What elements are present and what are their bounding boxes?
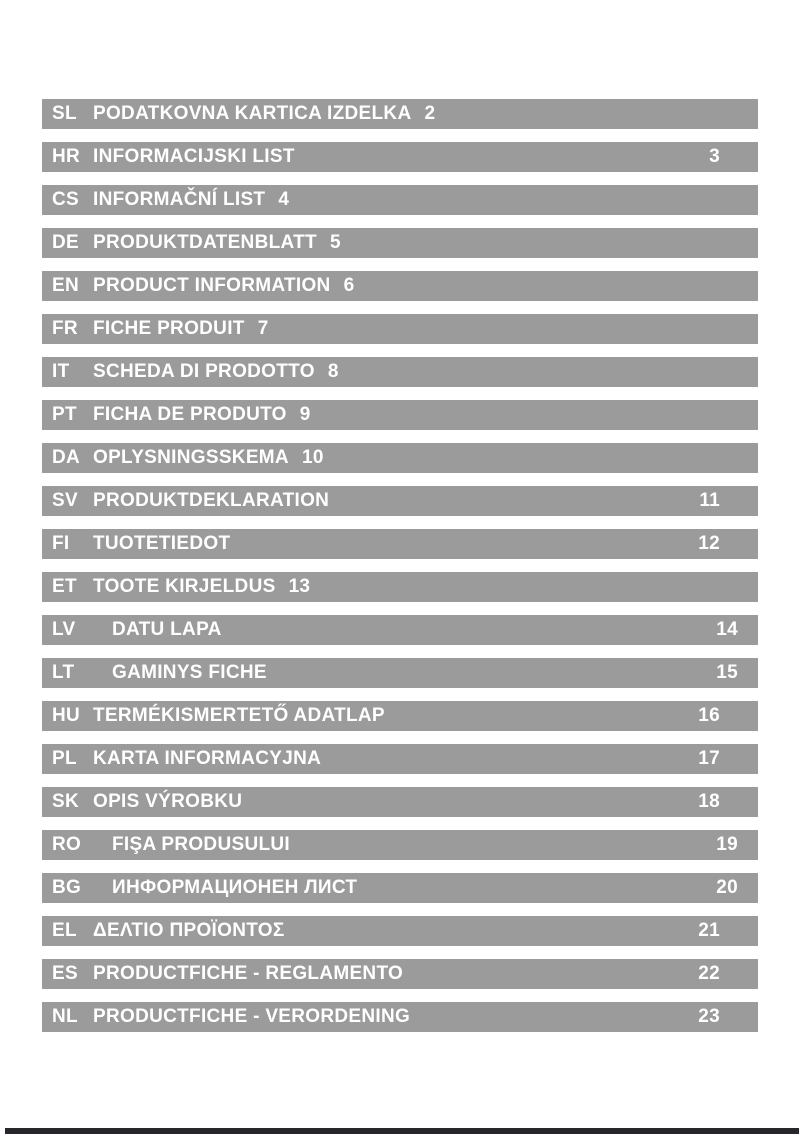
toc-entry: SV PRODUKTDEKLARATION 11 (42, 486, 758, 516)
toc-entry: SK OPIS VÝROBKU 18 (42, 787, 758, 817)
footer-rule (5, 1128, 799, 1134)
entry-title: PRODUCTFICHE - REGLAMENTO (93, 963, 404, 984)
toc-entry: NL PRODUCTFICHE - VERORDENING 23 (42, 1002, 758, 1032)
page-number: 23 (698, 1006, 720, 1027)
entry-title: ИНФОРМАЦИОНЕН ЛИСТ (112, 877, 358, 898)
entry-title: PRODUCT INFORMATION (93, 275, 331, 296)
page-number: 19 (716, 834, 738, 855)
toc-entry: EN PRODUCT INFORMATION 6 (42, 271, 758, 301)
language-code: FR (52, 318, 78, 339)
language-code: LT (52, 662, 75, 683)
toc-entry: EL ΔΕΛΤΙΟ ΠΡΟΪΟΝΤΟΣ 21 (42, 916, 758, 946)
page-number: 9 (299, 404, 311, 425)
entry-title: PRODUCTFICHE - VERORDENING (93, 1006, 411, 1027)
page-number: 22 (698, 963, 720, 984)
entry-title: FICHA DE PRODUTO (93, 404, 287, 425)
page-number: 13 (288, 576, 311, 597)
language-code: ET (52, 576, 77, 597)
language-code: HU (52, 705, 81, 726)
entry-title: GAMINYS FICHE (112, 662, 267, 683)
toc-entry: FR FICHE PRODUIT 7 (42, 314, 758, 344)
language-code: NL (52, 1006, 78, 1027)
page-number: 3 (709, 146, 720, 167)
language-code: SV (52, 490, 78, 511)
language-code: EL (52, 920, 77, 941)
entry-title: DATU LAPA (112, 619, 222, 640)
page-number: 15 (716, 662, 738, 683)
language-code: SK (52, 791, 79, 812)
language-code: FI (52, 533, 70, 554)
entry-title: INFORMAČNÍ LIST (93, 189, 266, 210)
toc-list: SL PODATKOVNA KARTICA IZDELKA 2 HR INFOR… (42, 99, 758, 1045)
entry-title: TOOTE KIRJELDUS (93, 576, 276, 597)
page-number: 12 (698, 533, 720, 554)
toc-entry: RO FIŞA PRODUSULUI 19 (42, 830, 758, 860)
language-code: EN (52, 275, 79, 296)
entry-title: KARTA INFORMACYJNA (93, 748, 322, 769)
language-code: DA (52, 447, 81, 468)
entry-title: PODATKOVNA KARTICA IZDELKA (93, 103, 412, 124)
entry-title: INFORMACIJSKI LIST (93, 146, 295, 167)
page-number: 11 (699, 490, 720, 511)
language-code: PT (52, 404, 77, 425)
language-code: CS (52, 189, 79, 210)
toc-entry: DE PRODUKTDATENBLATT 5 (42, 228, 758, 258)
toc-entry: PT FICHA DE PRODUTO 9 (42, 400, 758, 430)
entry-title: SCHEDA DI PRODOTTO (93, 361, 315, 382)
page-number: 10 (301, 447, 324, 468)
entry-title: ΔΕΛΤΙΟ ΠΡΟΪΟΝΤΟΣ (93, 920, 285, 941)
entry-title: TERMÉKISMERTETŐ ADATLAP (93, 705, 385, 726)
page-number: 21 (698, 920, 720, 941)
page-number: 17 (698, 748, 720, 769)
page-number: 5 (329, 232, 341, 253)
page-number: 7 (257, 318, 269, 339)
entry-title: FIŞA PRODUSULUI (112, 834, 290, 855)
toc-entry: IT SCHEDA DI PRODOTTO 8 (42, 357, 758, 387)
language-code: HR (52, 146, 81, 167)
language-code: LV (52, 619, 76, 640)
entry-title: TUOTETIEDOT (93, 533, 231, 554)
page-number: 4 (278, 189, 290, 210)
page-number: 20 (716, 877, 738, 898)
toc-entry: BG ИНФОРМАЦИОНЕН ЛИСТ 20 (42, 873, 758, 903)
language-code: IT (52, 361, 70, 382)
language-code: ES (52, 963, 78, 984)
toc-entry: CS INFORMAČNÍ LIST 4 (42, 185, 758, 215)
page-number: 16 (698, 705, 720, 726)
toc-entry: FI TUOTETIEDOT 12 (42, 529, 758, 559)
language-code: SL (52, 103, 77, 124)
toc-entry: DA OPLYSNINGSSKEMA 10 (42, 443, 758, 473)
entry-title: PRODUKTDEKLARATION (93, 490, 330, 511)
toc-entry: HU TERMÉKISMERTETŐ ADATLAP 16 (42, 701, 758, 731)
page-number: 2 (424, 103, 436, 124)
toc-entry: ET TOOTE KIRJELDUS 13 (42, 572, 758, 602)
toc-entry: PL KARTA INFORMACYJNA 17 (42, 744, 758, 774)
toc-entry: HR INFORMACIJSKI LIST 3 (42, 142, 758, 172)
page-number: 8 (327, 361, 339, 382)
page-number: 14 (716, 619, 738, 640)
entry-title: FICHE PRODUIT (93, 318, 245, 339)
toc-entry: LT GAMINYS FICHE 15 (42, 658, 758, 688)
toc-entry: ES PRODUCTFICHE - REGLAMENTO 22 (42, 959, 758, 989)
page-number: 6 (343, 275, 355, 296)
entry-title: OPLYSNINGSSKEMA (93, 447, 289, 468)
entry-title: PRODUKTDATENBLATT (93, 232, 317, 253)
toc-entry: LV DATU LAPA 14 (42, 615, 758, 645)
page-number: 18 (698, 791, 720, 812)
language-code: DE (52, 232, 79, 253)
language-code: RO (52, 834, 82, 855)
toc-entry: SL PODATKOVNA KARTICA IZDELKA 2 (42, 99, 758, 129)
language-code: PL (52, 748, 77, 769)
language-code: BG (52, 877, 82, 898)
entry-title: OPIS VÝROBKU (93, 791, 243, 812)
